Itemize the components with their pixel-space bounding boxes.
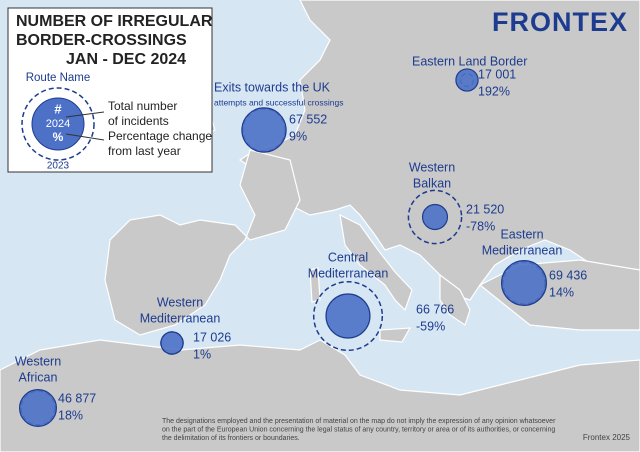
route-total: 67 552: [289, 112, 327, 126]
legend-hash: #: [54, 101, 62, 116]
route-total: 69 436: [549, 268, 587, 282]
legend-total: Total number: [108, 99, 177, 113]
route-name: Balkan: [413, 176, 451, 190]
route-subtitle: attempts and successful crossings: [214, 97, 343, 107]
route-circle: [421, 203, 449, 231]
disclaimer: the delimitation of its frontiers or bou…: [162, 435, 300, 442]
legend-route-name: Route Name: [26, 72, 91, 84]
route-name: Central: [328, 250, 368, 264]
legend-total: of incidents: [108, 114, 169, 128]
route-total: 46 877: [58, 391, 96, 405]
route-circle: [325, 293, 371, 339]
route-change: -78%: [466, 219, 495, 233]
legend-previous-circle: [21, 87, 95, 161]
logo: FRONTEX: [492, 7, 628, 37]
route-change: 18%: [58, 408, 83, 422]
route-circle: [160, 331, 184, 355]
route-circle: [455, 68, 479, 92]
route-change: 14%: [549, 285, 574, 299]
route-change: 9%: [289, 129, 307, 143]
route-name: Western: [157, 295, 203, 309]
route-name: Eastern: [500, 227, 543, 241]
route-name: Western: [15, 354, 61, 368]
route-circle: [501, 260, 547, 306]
route-change: 1%: [193, 347, 211, 361]
legend-percent: %: [53, 130, 64, 144]
legend-change: Percentage change: [108, 129, 212, 143]
route-name: Mediterranean: [308, 266, 389, 280]
route-total: 21 520: [466, 202, 504, 216]
route-circle: [241, 107, 287, 153]
route-name: Eastern Land Border: [412, 54, 527, 68]
route-change: 192%: [478, 84, 510, 98]
route-previous-circle: [312, 280, 384, 352]
title-line: BORDER-CROSSINGS: [16, 32, 187, 49]
route-change: -59%: [416, 319, 445, 333]
route-name: Exits towards the UK: [214, 80, 331, 94]
route-name: Western: [409, 160, 455, 174]
legend-previous-year: 2023: [47, 161, 70, 172]
route-total: 66 766: [416, 302, 454, 316]
title-line: JAN - DEC 2024: [66, 51, 186, 68]
route-previous-circle: [407, 189, 463, 245]
legend-current-circle: [31, 97, 85, 151]
route-name: Mediterranean: [482, 243, 563, 257]
credit: Frontex 2025: [583, 433, 631, 442]
title-line: NUMBER OF IRREGULAR: [16, 13, 213, 30]
route-total: 17 026: [193, 330, 231, 344]
route-name: Mediterranean: [140, 311, 221, 325]
route-name: African: [19, 370, 58, 384]
legend-year: 2024: [46, 118, 70, 130]
legend-leader: [65, 133, 105, 141]
route-circle: [18, 388, 58, 428]
route-total: 17 001: [478, 67, 516, 81]
disclaimer: The designations employed and the presen…: [162, 418, 556, 425]
legend-leader: [65, 111, 105, 118]
disclaimer: on the part of the European Union concer…: [162, 426, 555, 433]
legend-change: from last year: [108, 144, 181, 158]
